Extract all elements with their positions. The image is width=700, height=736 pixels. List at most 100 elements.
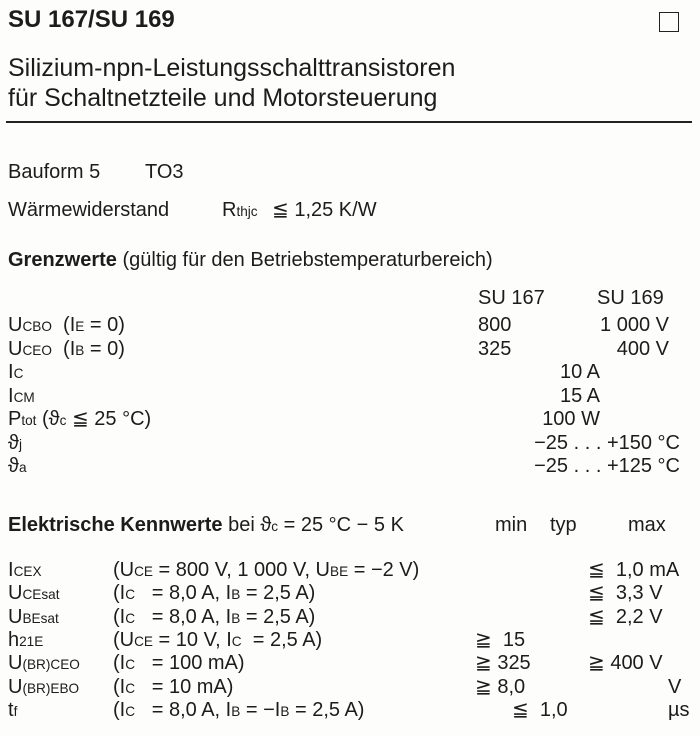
col-min: min [495, 514, 528, 536]
subscript: (BR)EBO [22, 680, 80, 696]
subscript: CE [134, 633, 153, 649]
subscript: j [18, 436, 22, 452]
text-segment: (I [113, 582, 126, 605]
subscript: thjc [236, 204, 258, 219]
text-segment: U [8, 605, 23, 628]
subscript: CE [134, 564, 153, 579]
limit-symbol: UCEO (IB = 0) [8, 339, 125, 359]
text-segment: = 0) [84, 314, 125, 336]
subscript: a [18, 460, 27, 475]
text-segment: = 10 mA) [135, 675, 234, 698]
text-segment: = −2 V) [348, 559, 420, 581]
param-symbol: UCEsat [8, 583, 59, 603]
thermal-label: Wärmewiderstand [8, 199, 170, 221]
text-segment: = 2,5 A) [240, 582, 316, 605]
subscript: B [280, 703, 290, 719]
col-su169: SU 169 [597, 287, 664, 309]
subscript: B [75, 342, 85, 358]
subscript: C [125, 587, 136, 603]
param-symbol: h21E [8, 630, 43, 650]
text-segment: U [8, 675, 23, 698]
param-max: ≧ 400 V [588, 652, 663, 675]
electrical-condition: = 25 °C − 5 K [278, 514, 404, 536]
text-segment: = 8,0 A, I [135, 605, 232, 628]
col-max: max [628, 514, 666, 536]
text-segment: t [8, 698, 14, 721]
subscript: CM [13, 389, 35, 405]
limits-heading: Grenzwerte (gültig für den Betriebstempe… [8, 250, 493, 270]
param-min: ≧ 15 [475, 628, 526, 651]
limit-su167: 325 [478, 337, 512, 360]
param-max: ≦ 3,3 V [588, 582, 663, 605]
divider [6, 121, 692, 123]
subscript: C [231, 633, 242, 649]
param-symbol: tf [8, 700, 17, 720]
param-condition: (UCE = 800 V, 1 000 V, UBE = −2 V) [113, 560, 419, 580]
limit-symbol: IC [8, 362, 23, 382]
limit-su169: 1 000 V [600, 314, 669, 336]
subscript: 21E [19, 633, 44, 649]
text-segment: U [8, 314, 23, 336]
package-label: Bauform 5 [8, 161, 101, 183]
subscript: f [13, 703, 18, 719]
subscript: CEsat [22, 587, 60, 603]
text-segment: = 2,5 A) [241, 628, 323, 651]
electrical-note: bei ϑ [228, 514, 272, 536]
param-min: ≧ 325 [475, 652, 531, 675]
text-segment: (I [51, 314, 76, 336]
col-typ: typ [550, 514, 577, 536]
limit-value: 100 W [542, 408, 600, 430]
text-segment: I [8, 361, 14, 383]
limit-su167: 800 [478, 314, 512, 336]
checkbox[interactable] [659, 12, 679, 32]
limit-su169: 400 V [616, 337, 669, 360]
text-segment: ϑ [8, 455, 19, 477]
limit-range: −25 . . . +150 °C [534, 431, 680, 454]
subscript: E [75, 319, 85, 334]
limits-note: (gültig für den Betriebstemperaturbereic… [122, 249, 493, 271]
text-segment: = 2,5 A) [240, 605, 316, 628]
text-segment: R [222, 199, 237, 221]
subscript: C [125, 610, 136, 626]
limit-value: 10 A [559, 361, 600, 383]
text-segment: (I [113, 605, 126, 628]
text-segment: h [8, 628, 20, 651]
param-symbol: U(BR)EBO [8, 677, 79, 697]
param-condition: (IC = 8,0 A, IB = 2,5 A) [113, 607, 315, 627]
subscript: C [125, 680, 136, 696]
subscript: C [125, 703, 136, 719]
param-condition: (IC = 8,0 A, IB = 2,5 A) [113, 583, 315, 603]
limit-symbol: ϑa [8, 456, 27, 476]
limit-range: −25 . . . +125 °C [534, 455, 680, 477]
subscript: B [231, 610, 241, 626]
text-segment: = 8,0 A, I [135, 582, 232, 605]
param-condition: (IC = 10 mA) [113, 677, 233, 697]
text-segment: U [8, 337, 23, 360]
text-segment: ϑ [8, 431, 19, 454]
text-segment: (I [113, 698, 126, 721]
document-title: SU 167/SU 169 [8, 6, 175, 33]
text-segment: = −I [240, 698, 281, 721]
thermal-value: ≦ 1,25 K/W [272, 199, 377, 221]
limit-symbol: ICM [8, 386, 35, 406]
param-symbol: ICEX [8, 560, 42, 580]
text-segment: = 0) [84, 337, 125, 360]
limit-symbol: UCBO (IE = 0) [8, 315, 125, 335]
subscript: tot [21, 413, 37, 428]
param-condition: (IC = 100 mA) [113, 653, 245, 673]
text-segment: (U [113, 628, 135, 651]
subscript: c [59, 413, 67, 428]
param-symbol: U(BR)CEO [8, 653, 80, 673]
subscript: BE [330, 564, 349, 579]
text-segment: = 8,0 A, I [135, 698, 232, 721]
text-segment: (I [113, 652, 126, 675]
text-segment: = 100 mA) [135, 652, 245, 675]
param-condition: (UCE = 10 V, IC = 2,5 A) [113, 630, 322, 650]
text-segment: U [8, 582, 23, 605]
text-segment: U [8, 652, 23, 675]
param-typ: ≦ 1,0 [512, 698, 568, 721]
electrical-heading: Elektrische Kennwerte bei ϑc = 25 °C − 5… [8, 515, 404, 535]
text-segment: ≦ 25 °C) [66, 408, 152, 430]
param-max: V [668, 675, 682, 698]
text-segment: = 800 V, 1 000 V, U [153, 559, 331, 581]
